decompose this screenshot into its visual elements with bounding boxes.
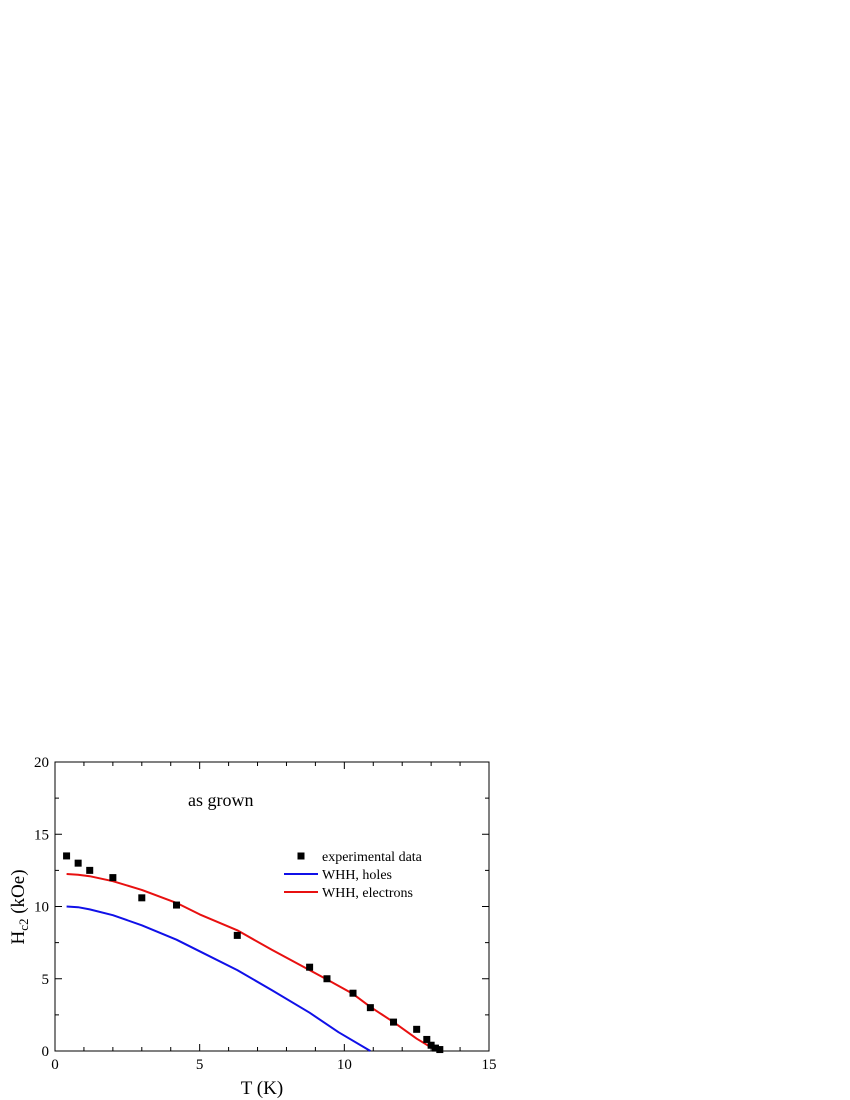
y-tick-label: 5 [42, 972, 50, 988]
data-point [74, 859, 82, 867]
data-point [431, 1044, 439, 1052]
y-tick-label: 20 [34, 755, 49, 771]
data-point [138, 894, 146, 902]
legend-marker-0 [297, 852, 305, 860]
data-point [390, 1018, 398, 1026]
data-point [423, 1035, 431, 1043]
x-tick-label: 0 [51, 1057, 59, 1073]
data-point [349, 989, 357, 997]
y-axis-title-subscript: c2 [16, 919, 31, 931]
y-tick-label: 0 [42, 1044, 50, 1060]
series-layer [63, 852, 444, 1054]
y-axis-title-main: H [8, 931, 29, 945]
y-tick-label: 15 [34, 827, 49, 843]
y-axis-title-unit: (kOe) [8, 869, 29, 918]
data-point [427, 1041, 435, 1049]
y-axis-title: Hc2 (kOe) [8, 869, 31, 944]
series-line-2 [66, 873, 441, 1052]
chart-annotation: as grown [188, 790, 254, 810]
data-point [173, 901, 181, 909]
data-point [109, 874, 117, 882]
axis-ticks [54, 761, 490, 1052]
data-point [366, 1004, 374, 1012]
x-tick-label: 15 [482, 1057, 497, 1073]
data-point [413, 1025, 421, 1033]
data-point [233, 931, 241, 939]
data-point [86, 866, 94, 874]
legend: experimental data WHH, holes WHH, electron… [284, 850, 423, 901]
x-tick-label: 5 [196, 1057, 204, 1073]
series-line-1 [66, 905, 371, 1052]
data-point [323, 975, 331, 983]
data-point [436, 1046, 444, 1054]
data-point [306, 963, 314, 971]
y-tick-label: 10 [34, 900, 49, 916]
legend-label-1: WHH, holes [322, 868, 392, 883]
legend-label-0: experimental data [322, 850, 423, 865]
x-tick-label: 10 [337, 1057, 352, 1073]
data-point [63, 852, 71, 860]
x-axis-title: T (K) [241, 1078, 283, 1099]
tick-labels: 0 5 10 15 0 5 10 15 20 [34, 755, 497, 1073]
legend-label-2: WHH, electrons [322, 886, 413, 901]
